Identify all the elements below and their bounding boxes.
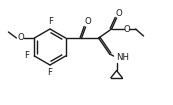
Text: F: F: [48, 17, 53, 26]
Text: O: O: [123, 24, 130, 33]
Text: O: O: [115, 9, 122, 18]
Text: NH: NH: [117, 54, 130, 62]
Text: F: F: [48, 68, 52, 77]
Text: F: F: [24, 51, 29, 60]
Text: O: O: [17, 33, 24, 43]
Text: O: O: [84, 18, 91, 26]
